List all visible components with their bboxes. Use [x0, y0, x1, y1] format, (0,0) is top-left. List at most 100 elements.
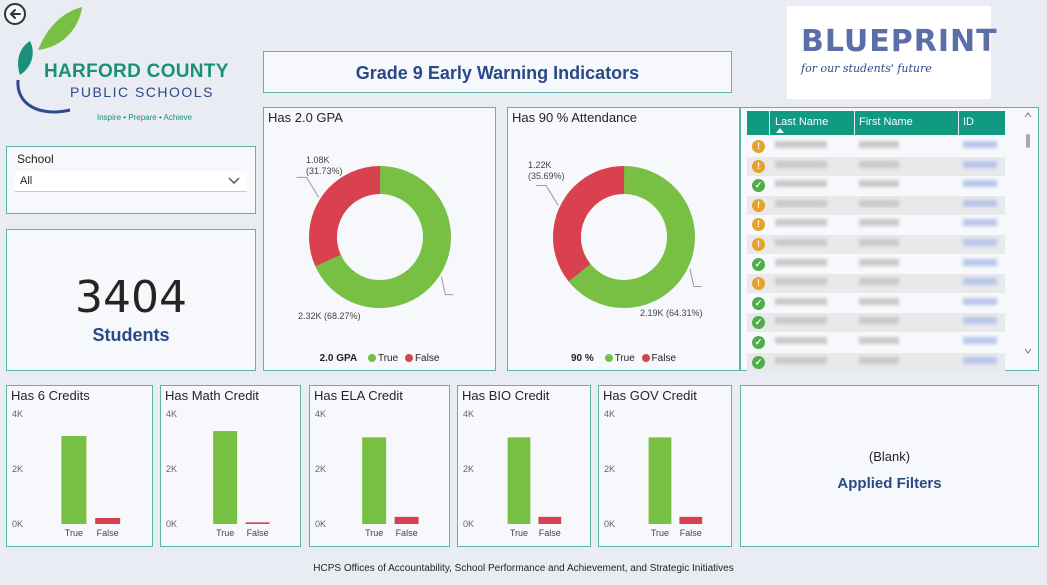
bar-false[interactable]: [245, 522, 270, 524]
gpa-false-value: 1.08K: [306, 155, 330, 165]
table-row[interactable]: !: [747, 215, 1005, 234]
page-title: Grade 9 Early Warning Indicators: [355, 63, 640, 83]
bar-true[interactable]: [648, 437, 672, 524]
bar-true[interactable]: [507, 437, 531, 524]
student-table: Last Name First Name ID !! ✓!!! ✓! ✓ ✓ ✓ ✓: [740, 107, 1039, 372]
header-id[interactable]: ID: [963, 116, 974, 128]
sort-asc-icon: [776, 128, 784, 133]
x-tick-label: False: [539, 528, 561, 538]
back-button[interactable]: [4, 3, 26, 25]
redacted-cell: [963, 258, 997, 266]
blueprint-word: BLUEPRINT: [801, 24, 998, 59]
credits-6-card: Has 6 Credits 4K 2K 0K True False: [6, 385, 153, 547]
bar-true[interactable]: [362, 437, 387, 524]
legend-true-dot: [367, 354, 376, 362]
redacted-cell: [963, 141, 997, 148]
y-tick-label: 2K: [604, 464, 615, 474]
table-row[interactable]: ✓: [747, 294, 1005, 313]
attendance-false-value: 1.22K: [528, 160, 552, 170]
attendance-legend-title: 90 %: [570, 353, 594, 364]
check-circle-icon: ✓: [752, 355, 765, 369]
donut-slice-false[interactable]: [305, 162, 456, 313]
x-tick-label: False: [680, 528, 702, 538]
column-divider: [769, 111, 770, 135]
gov-credit-chart[interactable]: 4K 2K 0K True False: [599, 386, 733, 548]
gpa-donut-chart[interactable]: [264, 108, 497, 372]
students-card: 3404 Students: [6, 229, 256, 371]
check-circle-icon: ✓: [752, 179, 765, 193]
warning-icon: !: [752, 140, 765, 153]
redacted-cell: [775, 258, 827, 266]
table-row[interactable]: ✓: [747, 313, 1005, 333]
gpa-false-pct: (31.73%): [306, 166, 343, 176]
legend-true-label[interactable]: True: [377, 353, 399, 364]
y-tick-label: 4K: [604, 409, 615, 419]
scroll-down-icon[interactable]: [1024, 348, 1032, 354]
scroll-up-icon[interactable]: [1024, 112, 1032, 118]
bio-credit-chart[interactable]: 4K 2K 0K True False: [458, 386, 592, 548]
leader-line: [536, 184, 559, 206]
bar-true[interactable]: [61, 436, 87, 524]
check-circle-icon: ✓: [752, 296, 765, 310]
redacted-cell: [775, 180, 827, 188]
redacted-cell: [859, 297, 899, 305]
leader-line: [440, 276, 454, 296]
credits-6-chart[interactable]: 4K 2K 0K True False: [7, 386, 154, 548]
header-last-name[interactable]: Last Name: [775, 116, 829, 128]
ela-credit-chart[interactable]: 4K 2K 0K True False: [310, 386, 451, 548]
leaf-logo-icon: [16, 7, 82, 114]
school-dropdown[interactable]: All: [15, 171, 247, 192]
table-row[interactable]: !: [747, 274, 1005, 294]
applied-filters-card: (Blank) Applied Filters: [740, 385, 1039, 547]
gpa-legend-title: 2.0 GPA: [319, 353, 358, 364]
redacted-cell: [859, 337, 899, 344]
table-row[interactable]: !: [747, 137, 1005, 156]
x-tick-label: True: [216, 528, 234, 538]
legend-true-label[interactable]: True: [614, 353, 635, 364]
y-tick-label: 2K: [315, 464, 326, 474]
x-tick-label: True: [365, 528, 383, 538]
redacted-cell: [775, 141, 827, 148]
table-row[interactable]: ✓: [747, 352, 1005, 372]
bar-false[interactable]: [538, 516, 562, 524]
gpa-true-label: 2.32K (68.27%): [298, 311, 361, 321]
y-tick-label: 4K: [315, 409, 326, 419]
table-row[interactable]: !: [747, 195, 1005, 215]
column-divider: [958, 111, 959, 135]
check-circle-icon: ✓: [752, 257, 765, 271]
redacted-cell: [963, 356, 997, 364]
redacted-cell: [859, 356, 899, 364]
bar-false[interactable]: [95, 517, 121, 524]
table-row[interactable]: !: [747, 156, 1005, 176]
bar-false[interactable]: [394, 516, 419, 524]
warning-icon: !: [752, 159, 765, 173]
bar-true[interactable]: [213, 431, 238, 524]
y-tick-label: 2K: [12, 464, 23, 474]
math-credit-chart[interactable]: 4K 2K 0K True False: [161, 386, 302, 548]
check-circle-icon: ✓: [752, 336, 765, 349]
attendance-donut-chart[interactable]: [508, 108, 741, 372]
table-row[interactable]: !: [747, 235, 1005, 254]
page-title-card: Grade 9 Early Warning Indicators: [263, 51, 732, 93]
applied-filters-label: Applied Filters: [837, 475, 942, 492]
table-row[interactable]: ✓: [747, 333, 1005, 352]
redacted-cell: [859, 278, 899, 286]
redacted-cell: [775, 219, 827, 227]
student-count: 3404: [75, 272, 187, 323]
redacted-cell: [775, 337, 827, 344]
table-row[interactable]: ✓: [747, 255, 1005, 274]
legend-false-dot: [641, 354, 650, 362]
table-row[interactable]: ✓: [747, 176, 1005, 195]
legend-false-label[interactable]: False: [651, 353, 676, 364]
bar-false[interactable]: [679, 516, 703, 524]
header-first-name[interactable]: First Name: [859, 116, 913, 128]
legend-false-label[interactable]: False: [414, 353, 440, 364]
credits-6-title: Has 6 Credits: [11, 388, 90, 403]
math-credit-card: Has Math Credit 4K 2K 0K True False: [160, 385, 301, 547]
scroll-thumb[interactable]: [1026, 134, 1030, 148]
table-scrollbar[interactable]: [1024, 112, 1032, 356]
math-credit-title: Has Math Credit: [165, 388, 259, 403]
student-count-label: Students: [92, 325, 170, 345]
redacted-cell: [775, 317, 827, 325]
arrow-left-icon: [9, 9, 21, 19]
